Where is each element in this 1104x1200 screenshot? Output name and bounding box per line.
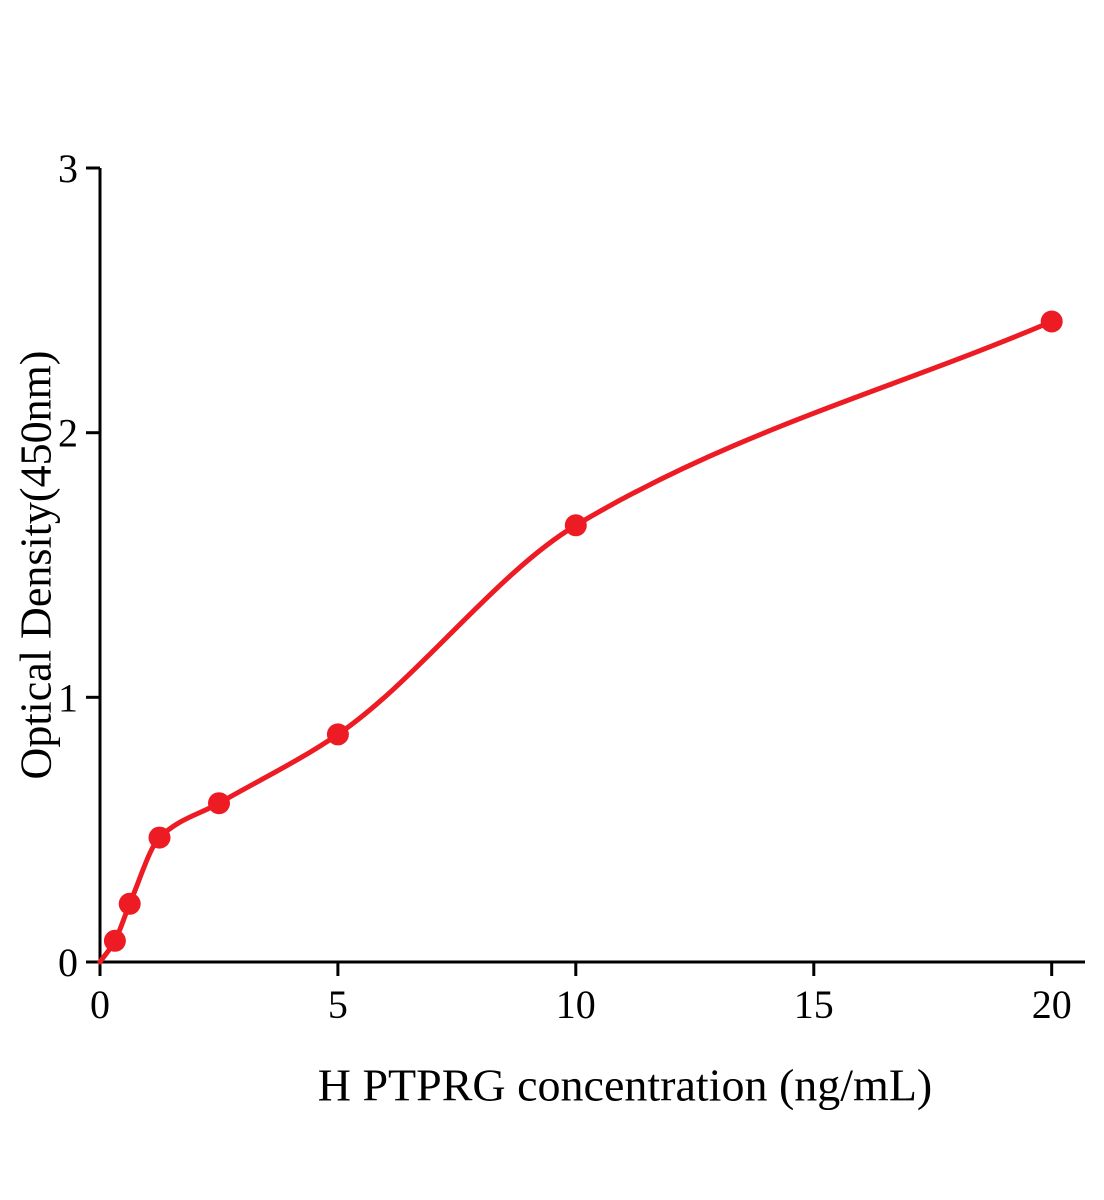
y-axis-title: Optical Density(450nm): [11, 350, 61, 780]
y-tick-label: 1: [58, 675, 78, 720]
y-tick-label: 2: [58, 411, 78, 456]
x-tick-label: 20: [1032, 982, 1072, 1027]
data-points: [103, 310, 1063, 952]
data-point: [326, 723, 349, 746]
x-tick-label: 10: [556, 982, 596, 1027]
x-axis-title: H PTPRG concentration (ng/mL): [317, 1059, 933, 1111]
x-tick-label: 5: [328, 982, 348, 1027]
y-tick-label: 3: [58, 146, 78, 191]
x-tick-label: 0: [90, 982, 110, 1027]
data-point: [208, 792, 230, 815]
data-point: [1040, 310, 1063, 333]
axes: 0 5 10 15 20 0 1 2 3: [58, 146, 1085, 1027]
data-point: [118, 892, 141, 915]
data-point: [148, 826, 171, 849]
x-tick-label: 15: [794, 982, 834, 1027]
y-tick-label: 0: [58, 940, 78, 985]
fit-curve: [97, 319, 1055, 965]
data-point: [564, 514, 587, 537]
data-point: [103, 929, 126, 952]
